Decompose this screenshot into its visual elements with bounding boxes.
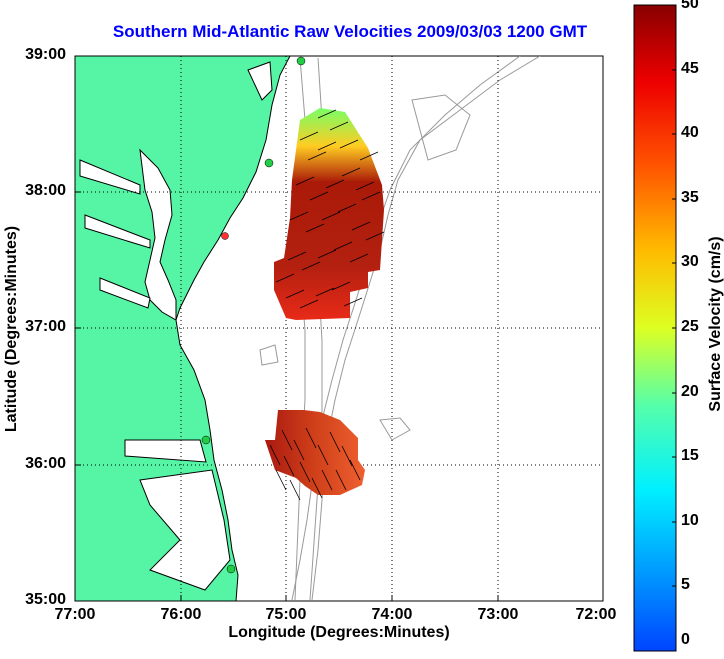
x-tick-label: 76:00 xyxy=(160,606,202,623)
colorbar-tick-label: 15 xyxy=(681,447,699,464)
station-marker xyxy=(226,564,236,574)
colorbar-tick-label: 45 xyxy=(681,60,699,77)
colorbar-tick-label: 35 xyxy=(681,189,699,206)
y-tick-label: 35:00 xyxy=(25,591,66,608)
colorbar-ticks xyxy=(672,4,676,652)
y-axis-label: Latitude (Degrees:Minutes) xyxy=(3,225,20,433)
colorbar-tick-label: 0 xyxy=(681,631,690,648)
colorbar-tick-label: 25 xyxy=(681,318,699,335)
x-tick-label: 72:00 xyxy=(575,606,617,623)
station-marker xyxy=(296,56,306,66)
colorbar-tick-label: 50 xyxy=(681,0,699,12)
colorbar-tick-label: 40 xyxy=(681,124,699,141)
x-tick-label: 77:00 xyxy=(54,606,96,623)
colorbar-tick-label: 5 xyxy=(681,576,690,593)
station-marker xyxy=(264,158,274,168)
james-inlet xyxy=(99,277,151,309)
y-tick-label: 36:00 xyxy=(25,455,66,472)
map-title: Southern Mid-Atlantic Raw Velocities 200… xyxy=(112,22,588,41)
x-axis-label: Longitude (Degrees:Minutes) xyxy=(228,624,450,641)
velocity-vectors xyxy=(269,109,385,501)
pamlico-sound xyxy=(139,469,231,591)
x-tick-label: 73:00 xyxy=(477,606,519,623)
rappahannock-inlet xyxy=(84,214,151,249)
x-tick-label: 75:00 xyxy=(265,606,307,623)
radar-stations xyxy=(201,56,306,574)
land-mass xyxy=(75,56,291,601)
colorbar-label: Surface Velocity (cm/s) xyxy=(707,236,724,412)
station-marker xyxy=(201,435,211,445)
y-tick-label: 38:00 xyxy=(25,182,66,199)
colorbar-tick-label: 30 xyxy=(681,253,699,270)
potomac-inlet xyxy=(79,159,141,195)
axis-ticks xyxy=(75,191,499,601)
albemarle-sound xyxy=(124,439,207,463)
colorbar-tick-label: 20 xyxy=(681,383,699,400)
y-tick-label: 37:00 xyxy=(25,318,66,335)
colorbar xyxy=(633,4,677,652)
x-tick-label: 74:00 xyxy=(371,606,413,623)
colorbar-tick-label: 10 xyxy=(681,512,699,529)
velocity-field-north xyxy=(274,108,384,320)
delaware-bay xyxy=(247,61,273,101)
velocity-field-south xyxy=(265,410,365,495)
y-tick-label: 39:00 xyxy=(25,46,66,63)
station-marker xyxy=(221,232,229,240)
